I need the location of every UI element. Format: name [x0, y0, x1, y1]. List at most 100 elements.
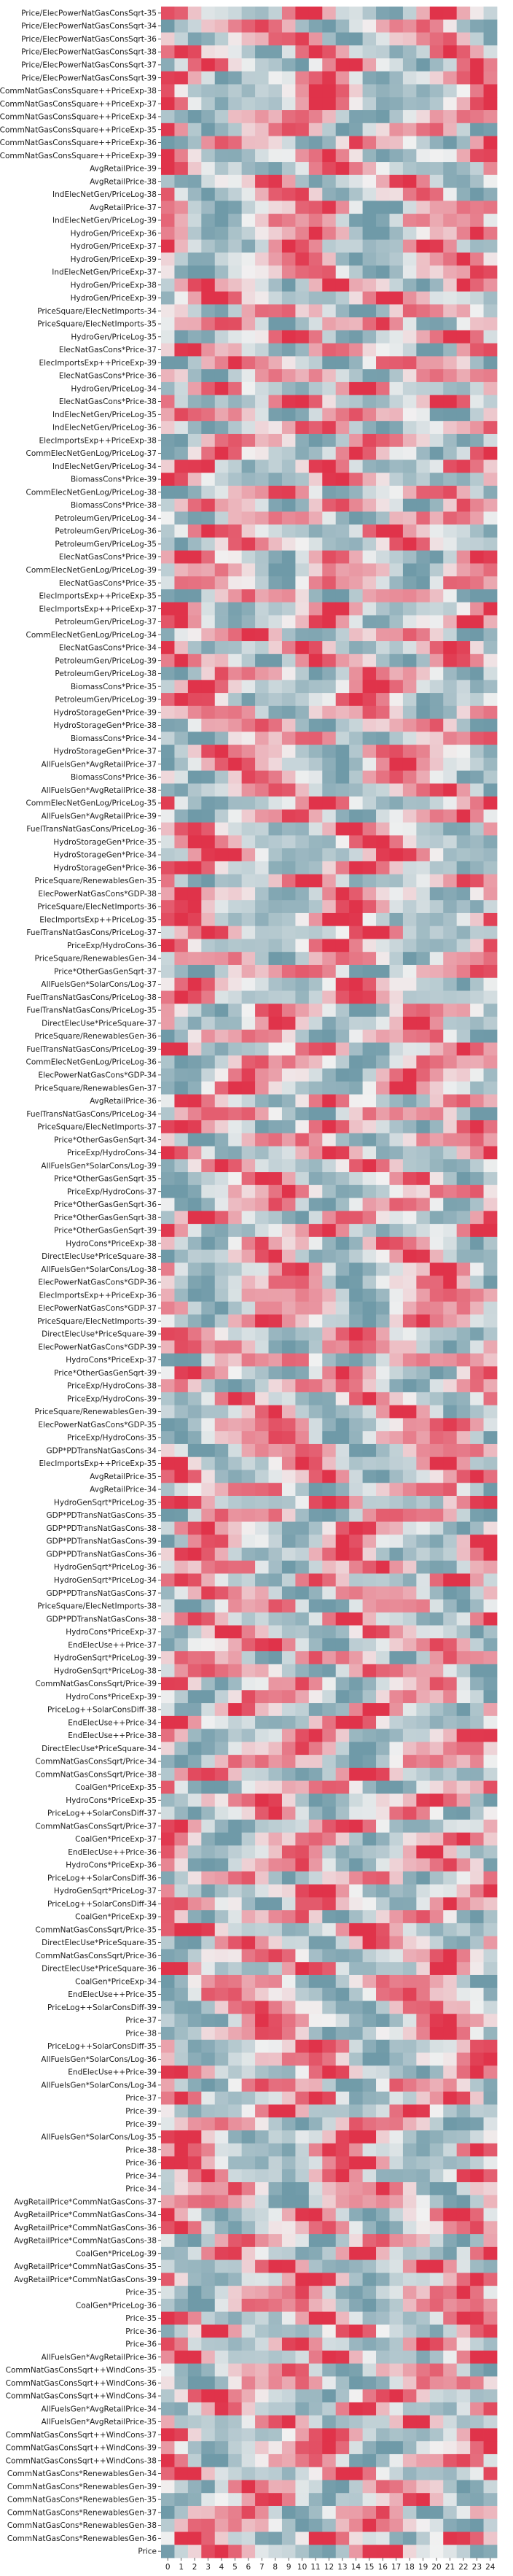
heatmap-cell — [281, 343, 296, 357]
heatmap-cell — [161, 2389, 175, 2403]
heatmap-cell — [322, 252, 337, 266]
heatmap-cell — [322, 745, 337, 759]
heatmap-cell — [255, 1016, 269, 1031]
heatmap-cell — [389, 84, 404, 98]
heatmap-cell — [295, 433, 310, 448]
heatmap-cell — [429, 1884, 444, 1898]
heatmap-cell — [416, 291, 431, 305]
heatmap-cell — [174, 459, 189, 473]
heatmap-cell — [376, 1625, 390, 1639]
heatmap-cell — [308, 2298, 323, 2313]
heatmap-cell — [174, 1120, 189, 1134]
heatmap-cell — [174, 1236, 189, 1251]
heatmap-cell — [362, 291, 377, 305]
heatmap-cell — [295, 1301, 310, 1315]
heatmap-cell — [335, 1677, 350, 1691]
heatmap-cell — [174, 1262, 189, 1276]
heatmap-cell — [349, 110, 363, 124]
heatmap-cell — [456, 1068, 471, 1082]
heatmap-cell — [416, 1521, 431, 1535]
heatmap-cell — [470, 1548, 484, 1561]
heatmap-cell — [322, 1910, 337, 1924]
heatmap-cell — [322, 2246, 337, 2261]
heatmap-cell — [483, 1288, 498, 1303]
heatmap-cell — [470, 1819, 484, 1834]
row-label: IndElecNetGen/PriceLog-36 — [52, 424, 157, 432]
heatmap-cell — [349, 446, 363, 460]
heatmap-cell — [174, 848, 189, 862]
heatmap-cell — [295, 1987, 310, 2001]
heatmap-cell — [214, 71, 229, 85]
heatmap-cell — [174, 2363, 189, 2377]
heatmap-cell — [295, 226, 310, 241]
heatmap-cell — [416, 1832, 431, 1846]
heatmap-cell — [429, 2311, 444, 2325]
heatmap-cell — [187, 446, 202, 460]
heatmap-cell — [255, 1793, 269, 1807]
heatmap-cell — [416, 1068, 431, 1082]
heatmap-cell — [161, 1262, 175, 1276]
heatmap-cell — [456, 576, 471, 590]
heatmap-cell — [483, 2117, 498, 2131]
heatmap-cell — [376, 667, 390, 680]
heatmap-cell — [335, 1535, 350, 1548]
heatmap-cell — [241, 1327, 256, 1341]
heatmap-cell — [429, 2532, 444, 2545]
heatmap-cell — [174, 822, 189, 836]
heatmap-cell — [456, 2480, 471, 2494]
heatmap-cell — [376, 2324, 390, 2338]
heatmap-cell — [281, 1521, 296, 1535]
heatmap-cell — [281, 861, 296, 875]
heatmap-cell — [241, 2208, 256, 2222]
heatmap-cell — [483, 187, 498, 201]
heatmap-cell — [268, 1560, 283, 1574]
heatmap-cell — [161, 926, 175, 939]
heatmap-cell — [322, 356, 337, 370]
heatmap-cell — [376, 2169, 390, 2183]
heatmap-cell — [281, 1146, 296, 1160]
heatmap-cell — [376, 498, 390, 512]
heatmap-cell — [241, 1858, 256, 1872]
heatmap-cell — [295, 757, 310, 772]
heatmap-cell — [201, 1780, 216, 1794]
heatmap-cell — [268, 1262, 283, 1276]
heatmap-cell — [268, 1729, 283, 1742]
heatmap-cell — [443, 2259, 458, 2273]
heatmap-cell — [429, 1004, 444, 1017]
heatmap-cell — [483, 653, 498, 667]
heatmap-cell — [483, 2376, 498, 2390]
heatmap-cell — [201, 2428, 216, 2442]
heatmap-cell — [161, 2350, 175, 2364]
heatmap-cell — [174, 252, 189, 266]
heatmap-cell — [362, 1651, 377, 1665]
heatmap-cell — [402, 2324, 417, 2338]
heatmap-cell — [295, 1288, 310, 1303]
heatmap-cell — [228, 1651, 243, 1665]
heatmap-cell — [362, 667, 377, 680]
heatmap-cell — [268, 2065, 283, 2079]
heatmap-cell — [255, 71, 269, 85]
heatmap-cell — [483, 291, 498, 305]
heatmap-cell — [295, 1884, 310, 1898]
heatmap-cell — [268, 1016, 283, 1031]
heatmap-cell — [389, 2311, 404, 2325]
heatmap-cell — [295, 1276, 310, 1289]
heatmap-cell — [335, 1016, 350, 1031]
heatmap-cell — [241, 2311, 256, 2325]
heatmap-cell — [443, 1923, 458, 1937]
heatmap-cell — [174, 809, 189, 823]
heatmap-cell — [349, 887, 363, 901]
heatmap-cell — [389, 1236, 404, 1251]
heatmap-cell — [443, 977, 458, 991]
heatmap-cell — [335, 926, 350, 939]
heatmap-cell — [268, 1392, 283, 1406]
heatmap-cell — [470, 2001, 484, 2014]
heatmap-cell — [281, 2350, 296, 2364]
heatmap-cell — [308, 1211, 323, 1225]
heatmap-cell — [402, 732, 417, 745]
heatmap-cell — [281, 576, 296, 590]
heatmap-cell — [416, 835, 431, 849]
heatmap-cell — [187, 990, 202, 1004]
heatmap-cell — [228, 1858, 243, 1872]
heatmap-cell — [456, 2338, 471, 2351]
